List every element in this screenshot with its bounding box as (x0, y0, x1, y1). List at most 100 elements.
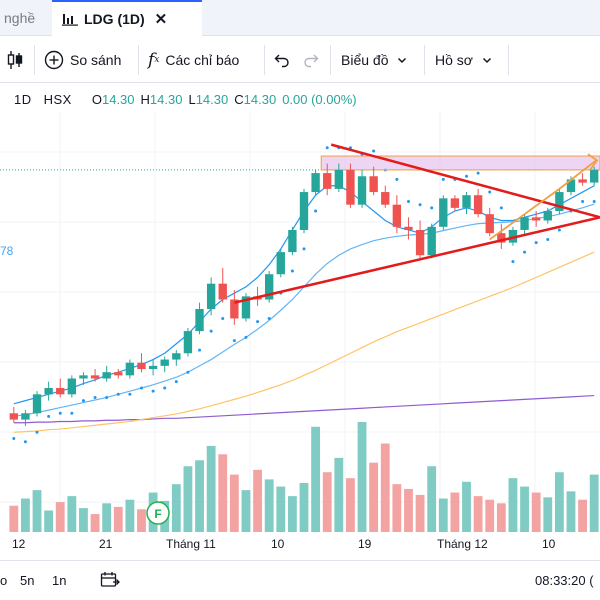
undo-button[interactable] (274, 37, 290, 83)
candle-body (334, 169, 344, 189)
open-value: 14.30 (101, 91, 135, 107)
sar-dot (58, 411, 62, 415)
resistance-zone (320, 155, 600, 171)
volume-bar (322, 472, 332, 532)
sar-dot (198, 348, 202, 352)
sar-dot (302, 247, 306, 251)
sar-dot (23, 440, 27, 444)
sar-dot (581, 200, 585, 204)
sar-dot (35, 430, 39, 434)
close-value: 14.30 (243, 91, 277, 107)
ma-very-long-line (13, 394, 595, 424)
candle-body (485, 214, 494, 234)
sar-dot (430, 206, 434, 210)
sar-dot (47, 414, 51, 418)
plus-circle-icon (44, 50, 64, 70)
volume-bar (218, 454, 228, 532)
candle-body (230, 299, 239, 319)
volume-bar (206, 445, 216, 532)
goto-date-icon[interactable] (100, 571, 120, 592)
volume-bar (520, 486, 529, 532)
candle-body (357, 176, 367, 205)
x-tick: 10 (542, 537, 556, 551)
x-tick: 12 (12, 537, 26, 551)
sar-dot (267, 316, 271, 320)
bottom-bar: o 5n 1n 08:33:20 ( (0, 560, 600, 600)
sar-dot (151, 389, 155, 393)
volume-bar (79, 508, 88, 532)
volume-bar (299, 482, 309, 532)
chart-tab-icon (62, 14, 78, 26)
volume-bar (195, 460, 204, 532)
volume-bar (496, 503, 506, 532)
candle-body (276, 252, 285, 275)
candle-body (67, 378, 77, 395)
sar-dot (557, 228, 561, 232)
close-icon[interactable]: ✕ (154, 11, 168, 28)
candle-body (137, 362, 146, 370)
range-5y-button[interactable]: 5n (20, 573, 35, 588)
volume-bar (67, 496, 77, 532)
volume-bar (438, 498, 448, 532)
range-1y-button[interactable]: 1n (52, 573, 67, 588)
candle-body (381, 192, 390, 205)
sar-dot (523, 250, 527, 254)
sar-dot (476, 171, 480, 175)
redo-button[interactable] (303, 37, 319, 83)
sar-dot (395, 177, 399, 181)
profile-dropdown[interactable]: Hồ sơ (435, 37, 493, 83)
volume-bar (357, 422, 367, 532)
change-value: 0.00 (0.00%) (282, 91, 357, 107)
volume-bar (125, 499, 135, 532)
candle-body (114, 372, 123, 376)
sar-dot (418, 203, 422, 207)
sar-dot (70, 411, 74, 415)
volume-bar (508, 478, 518, 532)
sar-dot (534, 241, 538, 245)
candle-style-button[interactable] (6, 37, 24, 83)
breakout-arrowhead (587, 153, 599, 171)
candle-body (346, 169, 355, 205)
candle-body (299, 192, 309, 230)
sar-dot (174, 380, 178, 384)
volume-bar (276, 486, 286, 532)
indicators-label: Các chỉ báo (165, 52, 240, 68)
price-chart[interactable]: F (0, 112, 600, 532)
volume-bar (287, 496, 297, 532)
candle-body (56, 387, 65, 395)
volume-bar (311, 426, 321, 532)
candle-body (125, 362, 135, 376)
candle-body (241, 296, 251, 319)
volume-bar (90, 514, 100, 532)
volume-bar (44, 510, 54, 532)
volume-bar (450, 492, 460, 532)
event-marker (146, 501, 170, 525)
volume-bar (102, 503, 112, 532)
undo-icon (274, 54, 289, 68)
candle-body (21, 413, 30, 420)
range-button[interactable]: o (0, 573, 8, 588)
volume-bar (171, 484, 181, 532)
candle-body (392, 204, 402, 227)
chevron-down-icon (482, 57, 491, 64)
candle-body (288, 229, 297, 253)
sar-dot (128, 392, 132, 396)
tab-previous[interactable]: nghề (0, 0, 50, 36)
candle-body (439, 198, 448, 227)
chart-type-dropdown[interactable]: Biểu đồ (341, 37, 408, 83)
toolbar-divider (508, 45, 509, 75)
sar-dot (290, 269, 294, 273)
x-tick: 21 (99, 537, 113, 551)
toolbar-divider (330, 45, 331, 75)
sar-dot (372, 149, 376, 153)
tab-active[interactable]: LDG (1D) ✕ (52, 0, 202, 36)
candle-body (311, 173, 320, 193)
sar-dot (546, 237, 550, 241)
toolbar-divider (264, 45, 265, 75)
candle-body (566, 179, 576, 193)
compare-button[interactable]: So sánh (44, 37, 121, 83)
sar-dot (325, 146, 329, 150)
legend-ohlc: O14.30 H14.30 L14.30 C14.30 0.00 (0.00%) (92, 92, 357, 107)
resistance-trendline (330, 143, 600, 219)
